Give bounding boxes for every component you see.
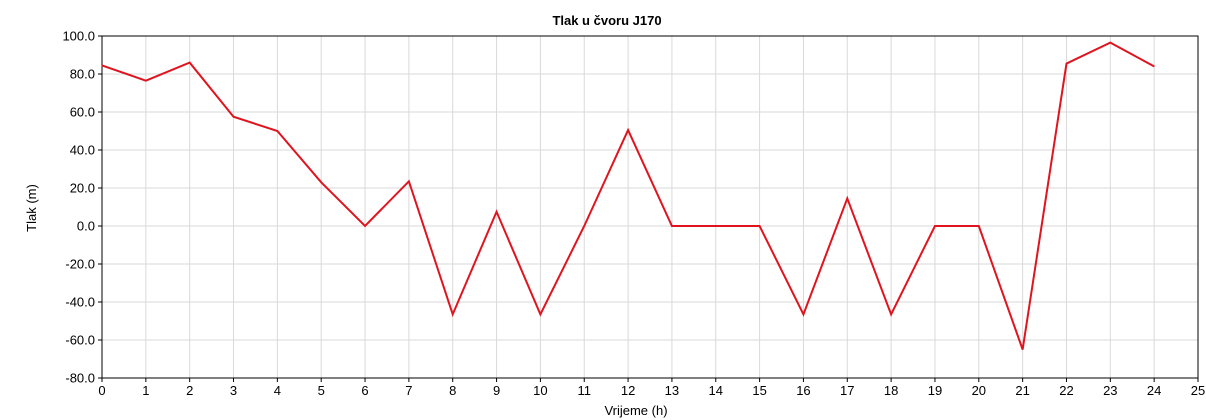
y-tick-label: -80.0 (65, 371, 95, 386)
data-point (715, 225, 717, 227)
data-point (890, 313, 892, 315)
data-point (408, 180, 410, 182)
x-tick-label: 20 (972, 383, 986, 398)
data-point (671, 225, 673, 227)
data-point (452, 313, 454, 315)
y-tick-label: 60.0 (70, 105, 95, 120)
data-point (934, 225, 936, 227)
x-tick-label: 22 (1059, 383, 1073, 398)
tick-labels: 0 1 2 3 4 5 6 7 8 9 10 11 12 13 14 15 16 17 18 19 20 21 22 23 24… (62, 29, 1205, 399)
x-tick-label: 15 (752, 383, 766, 398)
data-point (276, 130, 278, 132)
y-tick-label: 80.0 (70, 67, 95, 82)
x-tick-label: 4 (274, 383, 281, 398)
data-point (233, 116, 235, 118)
data-point (189, 62, 191, 64)
x-tick-label: 21 (1015, 383, 1029, 398)
y-tick-label: 20.0 (70, 181, 95, 196)
data-point (978, 225, 980, 227)
y-tick-label: -40.0 (65, 295, 95, 310)
x-tick-label: 6 (361, 383, 368, 398)
y-tick-label: -60.0 (65, 333, 95, 348)
data-point (759, 225, 761, 227)
x-tick-label: 9 (493, 383, 500, 398)
data-point (364, 225, 366, 227)
data-point (145, 80, 147, 82)
x-tick-label: 8 (449, 383, 456, 398)
x-tick-label: 23 (1103, 383, 1117, 398)
x-tick-label: 0 (98, 383, 105, 398)
data-point (1065, 63, 1067, 65)
x-tick-label: 1 (142, 383, 149, 398)
y-tick-label: 40.0 (70, 143, 95, 158)
x-tick-label: 5 (318, 383, 325, 398)
x-tick-label: 3 (230, 383, 237, 398)
axes (98, 35, 1199, 382)
data-point (101, 64, 103, 66)
data-point (583, 225, 585, 227)
x-tick-label: 2 (186, 383, 193, 398)
x-tick-label: 7 (405, 383, 412, 398)
y-tick-label: 0.0 (77, 219, 95, 234)
data-point (1022, 349, 1024, 350)
x-tick-label: 12 (621, 383, 635, 398)
x-tick-label: 24 (1147, 383, 1161, 398)
data-point (539, 313, 541, 315)
x-tick-label: 25 (1191, 383, 1205, 398)
plot-frame (101, 35, 1199, 379)
x-tick-label: 16 (796, 383, 810, 398)
y-tick-label: -20.0 (65, 257, 95, 272)
data-point (1109, 42, 1111, 44)
data-point (846, 197, 848, 199)
chart-title: Tlak u čvoru J170 (552, 13, 661, 28)
data-point (802, 313, 804, 315)
y-axis-label: Tlak (m) (24, 184, 39, 232)
data-point (320, 181, 322, 183)
x-tick-label: 17 (840, 383, 854, 398)
x-tick-label: 11 (577, 383, 591, 398)
data-point (627, 129, 629, 131)
x-tick-label: 13 (665, 383, 679, 398)
y-tick-label: 100.0 (62, 29, 95, 44)
data-point (496, 211, 498, 213)
x-tick-label: 14 (709, 383, 723, 398)
x-tick-label: 18 (884, 383, 898, 398)
x-tick-label: 19 (928, 383, 942, 398)
x-axis-label: Vrijeme (h) (604, 403, 667, 418)
x-tick-label: 10 (533, 383, 547, 398)
series (101, 41, 1155, 350)
data-point (1153, 65, 1155, 67)
